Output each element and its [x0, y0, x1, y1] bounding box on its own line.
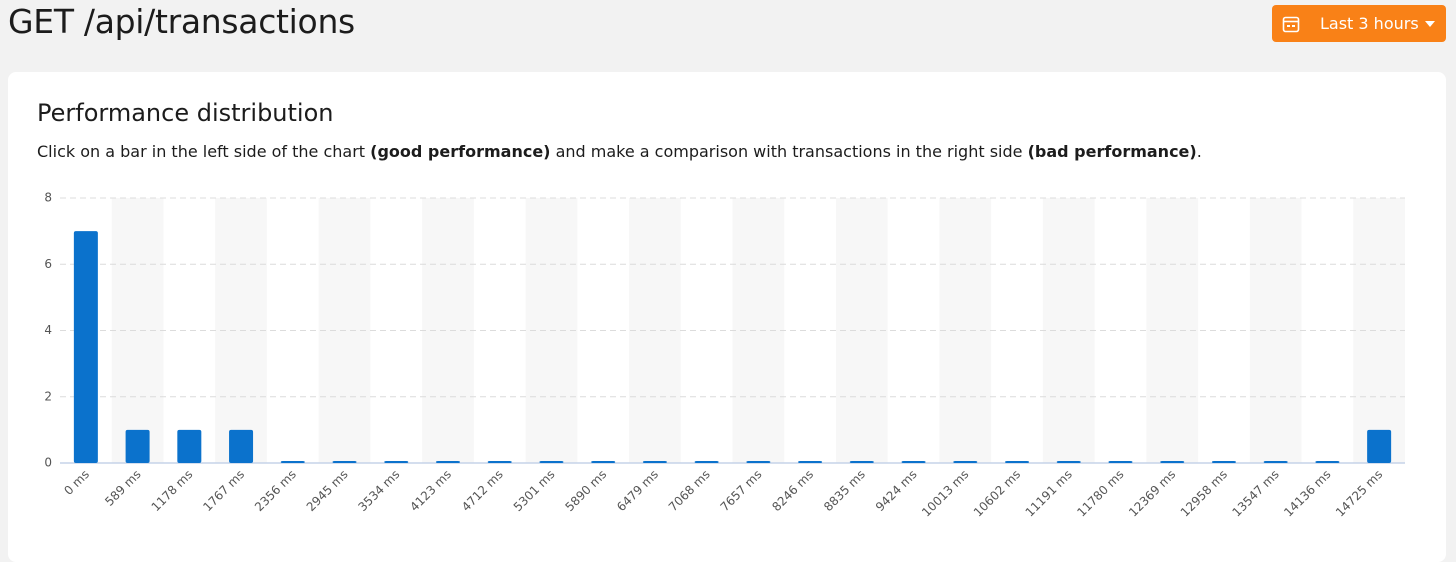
x-tick-label: 10013 ms: [919, 467, 971, 519]
bar[interactable]: [1056, 461, 1081, 463]
x-tick-label: 5890 ms: [562, 467, 609, 514]
y-tick-label: 8: [44, 191, 52, 205]
bar[interactable]: [1211, 461, 1236, 463]
x-tick-label: 2356 ms: [252, 467, 299, 514]
bar[interactable]: [435, 461, 460, 463]
y-tick-label: 2: [44, 389, 52, 403]
x-tick-label: 4123 ms: [407, 467, 454, 514]
panel-title: Performance distribution: [37, 99, 334, 127]
bar[interactable]: [1160, 461, 1185, 463]
bar[interactable]: [1263, 461, 1288, 463]
x-tick-label: 7657 ms: [718, 467, 765, 514]
time-range-button[interactable]: Last 3 hours: [1272, 5, 1446, 42]
x-tick-label: 12958 ms: [1178, 467, 1230, 519]
bar[interactable]: [280, 461, 305, 463]
x-tick-label: 1178 ms: [149, 467, 196, 514]
x-tick-label: 6479 ms: [614, 467, 661, 514]
x-tick-label: 1767 ms: [200, 467, 247, 514]
bar[interactable]: [642, 461, 667, 463]
x-tick-label: 4712 ms: [459, 467, 506, 514]
bar[interactable]: [901, 461, 926, 463]
description-bold: (bad performance): [1027, 142, 1197, 161]
calendar-icon: [1282, 16, 1300, 32]
bar[interactable]: [487, 461, 512, 463]
bar[interactable]: [746, 461, 771, 463]
x-tick-label: 9424 ms: [873, 467, 920, 514]
bar[interactable]: [694, 461, 719, 463]
bar[interactable]: [539, 461, 564, 463]
description-text: and make a comparison with transactions …: [550, 142, 1028, 161]
bar[interactable]: [591, 461, 616, 463]
x-tick-label: 8835 ms: [821, 467, 868, 514]
x-tick-label: 0 ms: [61, 467, 92, 498]
histogram: 0 2 4 6 8 0 ms 589 ms 1178 ms 1767 ms 2356 ms 2945…: [44, 191, 1405, 520]
caret: [1424, 20, 1435, 27]
x-tick-label: 7068 ms: [666, 467, 713, 514]
x-tick-label: 12369 ms: [1126, 467, 1178, 519]
y-tick-label: 4: [44, 323, 52, 337]
bar[interactable]: [798, 461, 823, 463]
description-text: .: [1196, 142, 1202, 161]
panel-description: Click on a bar in the left side of the c…: [37, 142, 1202, 161]
description-text: Click on a bar in the left side of the c…: [37, 142, 371, 161]
bar[interactable]: [1108, 461, 1133, 463]
bar[interactable]: [384, 461, 409, 463]
bar[interactable]: [73, 231, 98, 463]
bar[interactable]: [332, 461, 357, 463]
description-bold: (good performance): [370, 142, 551, 161]
bar[interactable]: [125, 429, 150, 463]
x-tick-label: 10602 ms: [971, 467, 1023, 519]
x-tick-label: 589 ms: [102, 467, 143, 508]
page: {"header": {"title": "GET /api/transacti…: [8, 2, 1446, 562]
time-range-label: Last 3 hours: [1320, 14, 1419, 33]
y-tick-label: 0: [44, 456, 52, 470]
x-tick-label: 14725 ms: [1333, 467, 1385, 519]
x-tick-label: 3534 ms: [355, 467, 402, 514]
x-tick-label: 11191 ms: [1023, 467, 1075, 519]
bar[interactable]: [1315, 461, 1340, 463]
bar[interactable]: [849, 461, 874, 463]
x-tick-label: 14136 ms: [1281, 467, 1333, 519]
bar[interactable]: [953, 461, 978, 463]
x-tick-label: 13547 ms: [1230, 467, 1282, 519]
page-title: GET /api/transactions: [8, 2, 355, 41]
x-tick-label: 8246 ms: [769, 467, 816, 514]
bar[interactable]: [177, 429, 202, 463]
x-tick-label: 11780 ms: [1074, 467, 1126, 519]
bar[interactable]: [1005, 461, 1030, 463]
x-tick-label: 5301 ms: [511, 467, 558, 514]
bar[interactable]: [229, 429, 254, 463]
y-tick-label: 6: [44, 257, 52, 271]
panel: Performance distribution Click on a bar …: [8, 72, 1446, 562]
bar[interactable]: [1367, 429, 1392, 463]
x-tick-label: 2945 ms: [304, 467, 351, 514]
band-shade: [422, 198, 474, 463]
